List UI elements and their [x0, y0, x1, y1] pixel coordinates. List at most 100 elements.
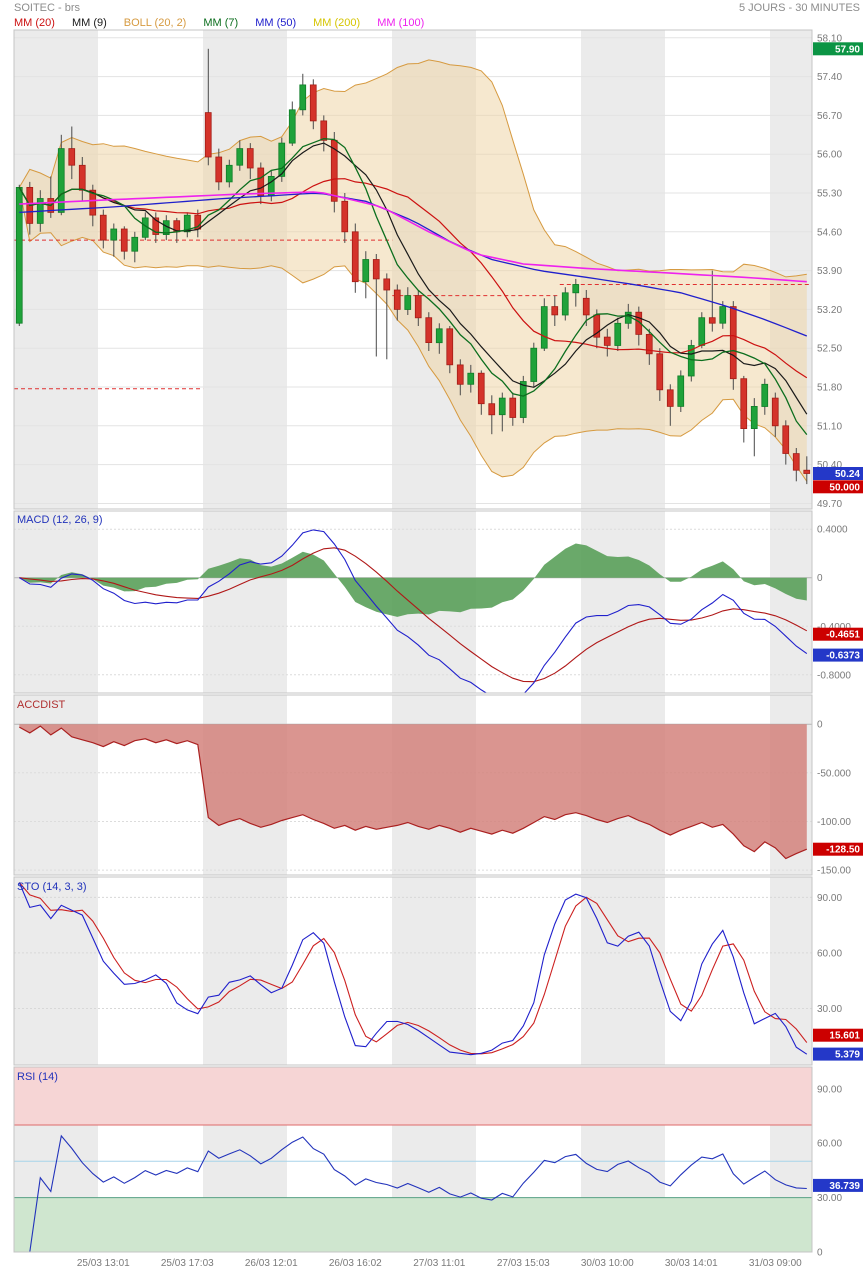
- candle-body: [792, 453, 800, 471]
- x-axis-label: 27/03 15:03: [497, 1258, 550, 1269]
- mm20-line: [18, 178, 808, 379]
- axis-tick-label: 54.60: [817, 227, 842, 238]
- candle-body: [89, 189, 97, 216]
- candle-body: [456, 364, 464, 385]
- chart-header: SOITEC - brs 5 JOURS - 30 MINUTES: [0, 2, 864, 15]
- session-band: [14, 695, 98, 875]
- candle-body: [446, 328, 454, 366]
- candle-body: [782, 425, 790, 454]
- candle-body: [708, 317, 716, 324]
- rsi-panel-label: RSI (14): [17, 1071, 58, 1083]
- candle-body: [803, 469, 811, 474]
- candle-body: [78, 164, 86, 191]
- candle-body: [435, 328, 443, 344]
- value-badge: [813, 1028, 863, 1042]
- bollinger-upper-line: [18, 59, 807, 278]
- legend-item: MM (20): [14, 17, 55, 29]
- rsi-panel: [14, 1067, 812, 1252]
- axis-tick-label: -50.000: [817, 768, 851, 779]
- value-badge: [813, 648, 863, 662]
- macd-signal-line: [19, 547, 808, 683]
- legend-item: MM (200): [313, 17, 361, 29]
- mm100-line: [19, 191, 807, 283]
- sto-k-line: [18, 882, 808, 1056]
- axis-tick-label: 60.00: [817, 1139, 842, 1150]
- axis-tick-label: -150.00: [817, 866, 851, 877]
- x-axis-label: 30/03 14:01: [665, 1258, 718, 1269]
- session-band: [203, 511, 287, 693]
- candle-body: [761, 383, 769, 407]
- session-band: [203, 877, 287, 1065]
- candle-body: [204, 112, 212, 158]
- candle-body: [750, 405, 758, 429]
- value-badge: [813, 42, 863, 56]
- candle-body: [666, 389, 674, 407]
- candle-body: [624, 311, 632, 324]
- accdist-panel: [14, 723, 812, 871]
- candle-body: [467, 372, 475, 385]
- candle-body: [530, 347, 538, 382]
- x-axis-label: 26/03 12:01: [245, 1258, 298, 1269]
- candle-body: [57, 148, 65, 213]
- macd-panel-label: MACD (12, 26, 9): [17, 514, 103, 526]
- axis-tick-label: 0: [817, 720, 823, 731]
- accdist-line: [19, 725, 808, 860]
- axis-tick-label: 60.00: [817, 948, 842, 959]
- axis-tick-label: 52.50: [817, 344, 842, 355]
- candle-body: [257, 167, 265, 197]
- axis-tick-label: 56.00: [817, 150, 842, 161]
- accdist-panel-label: ACCDIST: [17, 699, 66, 711]
- value-badge: [813, 480, 863, 494]
- value-badge: [813, 627, 863, 641]
- rsi-oversold-zone: [14, 1197, 812, 1252]
- mm9-line: [18, 142, 808, 415]
- axis-tick-label: 53.90: [817, 266, 842, 277]
- axis-tick-label: 90.00: [817, 893, 842, 904]
- axis-tick-label: 51.10: [817, 421, 842, 432]
- candle-body: [540, 306, 548, 349]
- sto-panel-label: STO (14, 3, 3): [17, 881, 87, 893]
- rsi-line: [29, 1134, 807, 1252]
- x-axis-label: 31/03 09:00: [749, 1258, 802, 1269]
- candle-body: [572, 284, 580, 294]
- value-badge-label: -128.50: [826, 845, 860, 856]
- candle-body: [509, 397, 517, 418]
- candle-body: [372, 259, 380, 280]
- session-band: [581, 511, 665, 693]
- rsi-overbought-zone: [14, 1067, 812, 1125]
- axis-tick-label: -0.4000: [817, 622, 851, 633]
- candle-body: [288, 109, 296, 144]
- panel-border: [13, 1066, 813, 1253]
- candle-body: [320, 120, 328, 141]
- candle-body: [131, 236, 139, 252]
- axis-tick-label: 30.00: [817, 1004, 842, 1015]
- mm50-line: [19, 192, 808, 337]
- candle-body: [771, 397, 779, 427]
- candle-body: [330, 139, 338, 202]
- macd-histogram: [19, 543, 807, 617]
- candle-body: [215, 156, 223, 183]
- candle-body: [110, 228, 118, 241]
- candle-body: [498, 397, 506, 416]
- candle-body: [68, 148, 76, 166]
- candle-body: [183, 214, 191, 233]
- candle-body: [99, 214, 107, 241]
- value-badge-label: 36.739: [829, 1181, 860, 1192]
- axis-tick-label: -100.00: [817, 817, 851, 828]
- candle-body: [120, 228, 128, 252]
- session-band: [14, 877, 98, 1065]
- value-badge: [813, 467, 863, 480]
- axis-tick-label: 57.40: [817, 72, 842, 83]
- x-axis-label: 30/03 10:00: [581, 1258, 634, 1269]
- axis-tick-label: 58.10: [817, 33, 842, 44]
- candle-body: [414, 295, 422, 319]
- timeframe-label: 5 JOURS - 30 MINUTES: [738, 2, 860, 14]
- bollinger-lower-line: [18, 187, 808, 482]
- panel-border: [13, 876, 813, 1066]
- axis-tick-label: 56.70: [817, 111, 842, 122]
- candle-body: [656, 353, 664, 391]
- sto-d-line: [18, 882, 808, 1055]
- axis-tick-label: 0.4000: [817, 525, 848, 536]
